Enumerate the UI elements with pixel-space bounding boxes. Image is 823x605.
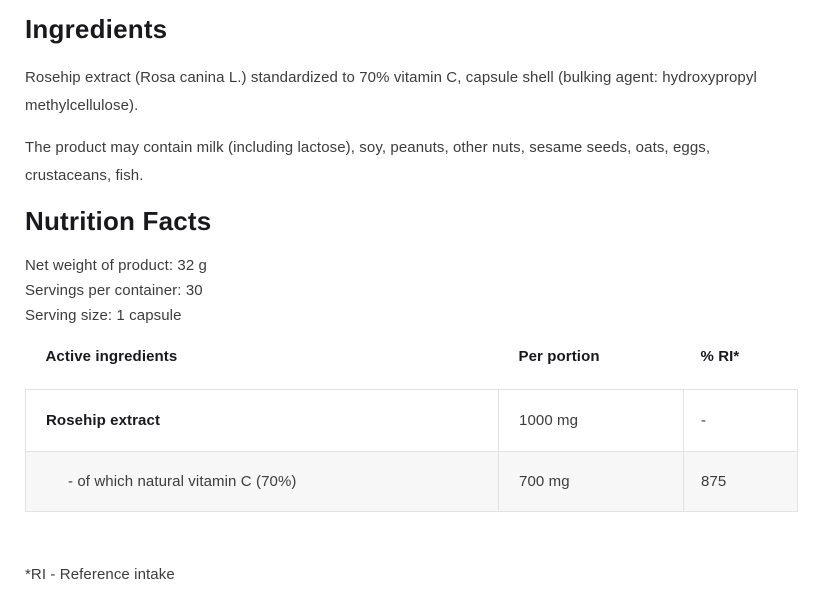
net-weight-line: Net weight of product: 32 g [25, 257, 207, 274]
ri-value-cell: 875 [683, 451, 798, 512]
column-header-per-portion: Per portion [518, 348, 600, 365]
ingredients-description: Rosehip extract (Rosa canina L.) standar… [25, 69, 757, 114]
servings-per-container-line: Servings per container: 30 [25, 282, 203, 299]
ri-value-cell: - [683, 389, 798, 452]
nutrition-table: Active ingredients Per portion % RI* Ros… [25, 348, 798, 512]
allergen-notice: The product may contain milk (including … [25, 139, 711, 184]
ingredient-name-cell: Rosehip extract [25, 389, 499, 452]
reference-intake-footnote: *RI - Reference intake [25, 566, 175, 583]
nutrition-facts-section-title: Nutrition Facts [25, 206, 212, 236]
nutrition-details: Net weight of product: 32 g Servings per… [25, 253, 797, 328]
ingredients-section-title: Ingredients [25, 14, 168, 44]
per-portion-value-cell: 700 mg [498, 451, 684, 512]
table-row-vitamin-c: - of which natural vitamin C (70%) 700 m… [25, 451, 798, 512]
nutrition-table-header-row: Active ingredients Per portion % RI* [26, 348, 798, 390]
ingredient-name-cell: - of which natural vitamin C (70%) [25, 451, 499, 512]
column-header-percent-ri: % RI* [700, 348, 740, 365]
per-portion-value-cell: 1000 mg [498, 389, 684, 452]
serving-size-line: Serving size: 1 capsule [25, 307, 182, 324]
column-header-active-ingredients: Active ingredients [45, 348, 178, 365]
table-row-rosehip-extract: Rosehip extract 1000 mg - [25, 389, 798, 452]
